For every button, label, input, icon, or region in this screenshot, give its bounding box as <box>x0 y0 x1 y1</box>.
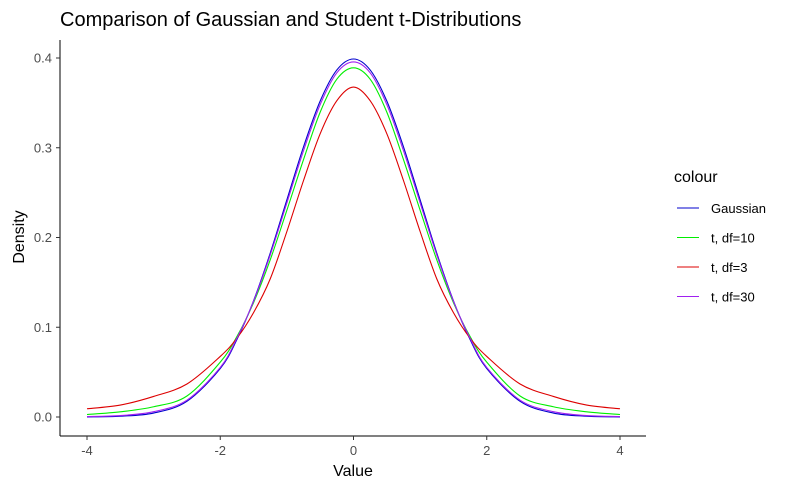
legend-label-t-df-3: t, df=3 <box>711 260 748 275</box>
legend-title: colour <box>674 169 718 186</box>
y-tick-label: 0.2 <box>34 230 52 245</box>
x-tick-label: 2 <box>483 443 490 458</box>
chart-title: Comparison of Gaussian and Student t-Dis… <box>60 9 521 31</box>
y-tick-label: 0.4 <box>34 51 52 66</box>
legend-label-t-df-30: t, df=30 <box>711 290 755 305</box>
x-tick-label: 0 <box>350 443 357 458</box>
series-line-t-df-10 <box>86 67 621 416</box>
x-tick-label: -2 <box>214 443 226 458</box>
x-axis-title: Value <box>333 463 373 480</box>
series-line-gaussian <box>86 58 621 418</box>
series-line-t-df-3 <box>86 86 621 410</box>
x-axis-ticks: -4 -2 0 2 4 <box>81 436 624 458</box>
series-line-t-df-30 <box>86 61 621 418</box>
plot-area <box>86 58 621 418</box>
y-tick-label: 0.3 <box>34 140 52 155</box>
y-tick-label: 0.1 <box>34 320 52 335</box>
x-tick-label: 4 <box>616 443 623 458</box>
y-axis-title: Density <box>11 210 28 263</box>
legend: colour Gaussian t, df=10 t, df=3 t, df=30 <box>674 169 766 305</box>
legend-label-gaussian: Gaussian <box>711 201 766 216</box>
y-axis-ticks: 0.0 0.1 0.2 0.3 0.4 <box>34 51 60 425</box>
legend-label-t-df-10: t, df=10 <box>711 231 755 246</box>
x-tick-label: -4 <box>81 443 93 458</box>
y-tick-label: 0.0 <box>34 410 52 425</box>
